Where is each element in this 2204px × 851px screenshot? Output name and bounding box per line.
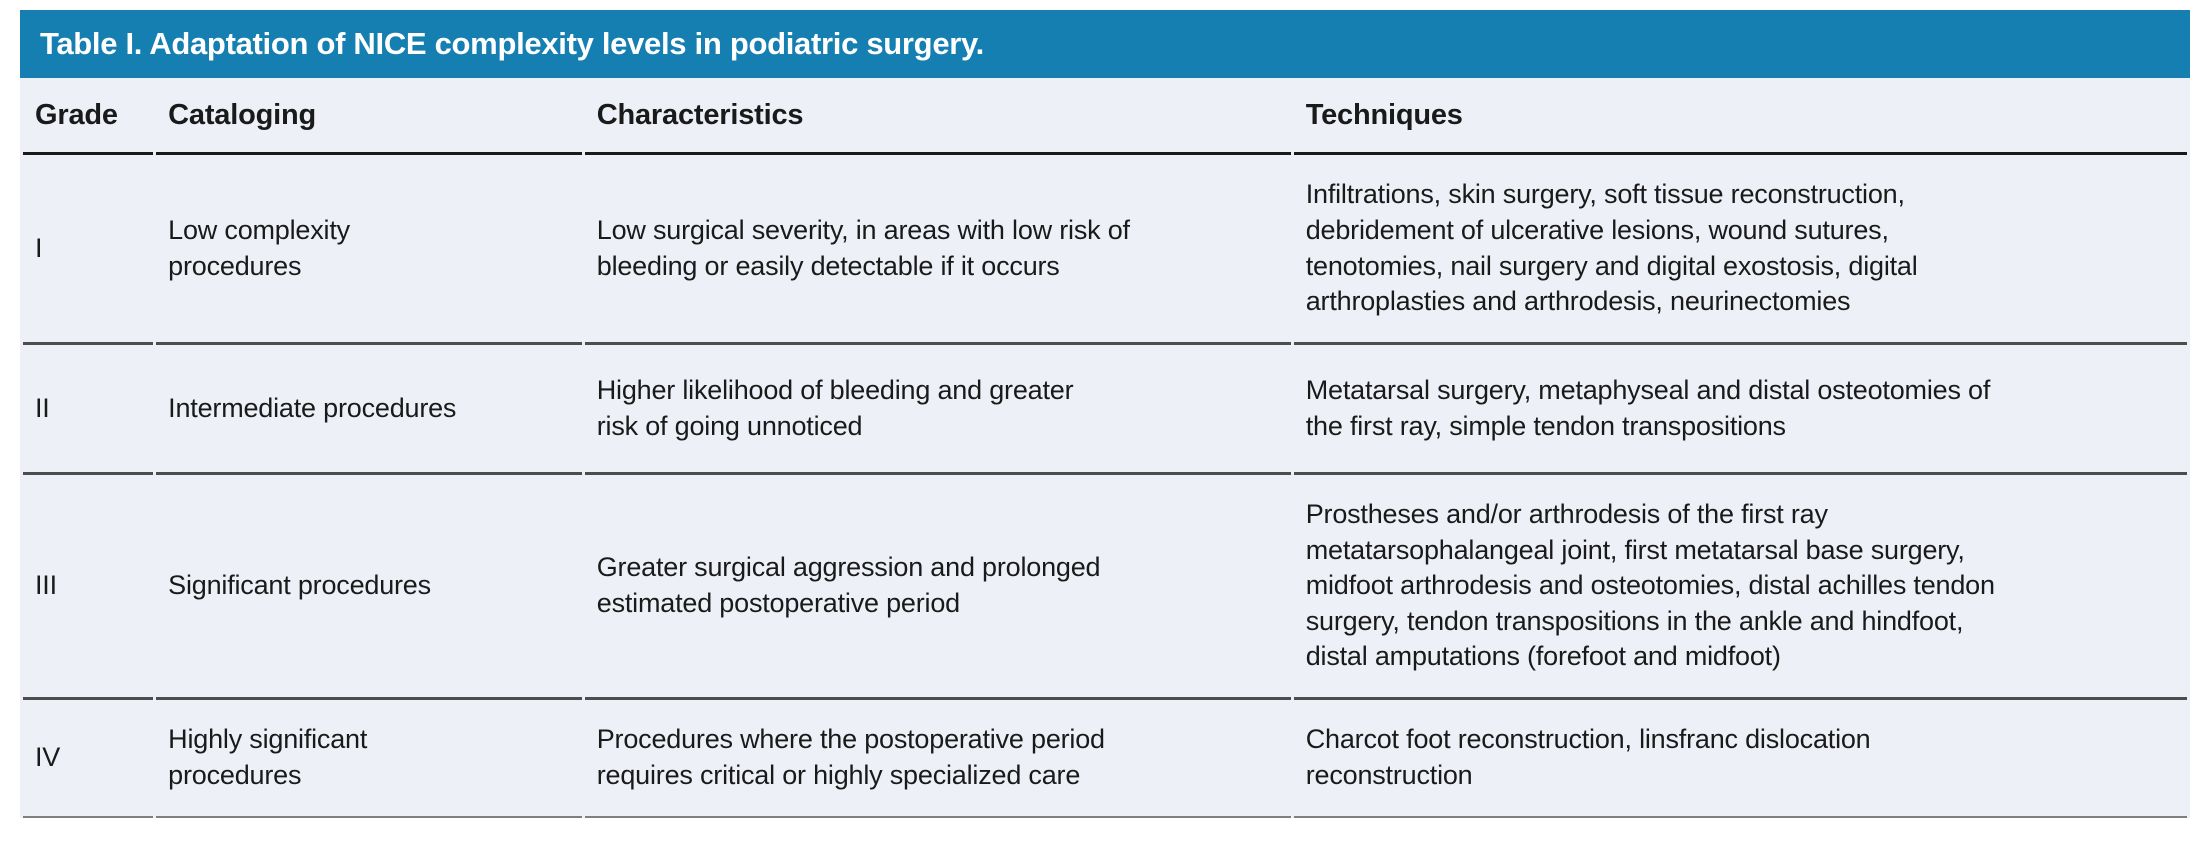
column-header-characteristics: Characteristics bbox=[584, 78, 1291, 155]
column-header-grade: Grade bbox=[23, 78, 154, 155]
table-container: Table I. Adaptation of NICE complexity l… bbox=[20, 10, 2190, 818]
table-header-row: Grade Cataloging Characteristics Techniq… bbox=[23, 78, 2187, 155]
cell-grade: IV bbox=[23, 700, 154, 818]
cell-techniques: Charcot foot reconstruction, linsfranc d… bbox=[1293, 700, 2187, 818]
table-title: Table I. Adaptation of NICE complexity l… bbox=[40, 26, 984, 61]
cell-grade: II bbox=[23, 345, 154, 475]
table-row: II Intermediate procedures Higher likeli… bbox=[23, 345, 2187, 475]
cell-characteristics: Low surgical severity, in areas with low… bbox=[584, 155, 1291, 345]
table-title-bar: Table I. Adaptation of NICE complexity l… bbox=[20, 10, 2190, 78]
table-row: I Low complexity procedures Low surgical… bbox=[23, 155, 2187, 345]
cell-characteristics: Procedures where the postoperative perio… bbox=[584, 700, 1291, 818]
cell-characteristics: Higher likelihood of bleeding and greate… bbox=[584, 345, 1291, 475]
table-row: IV Highly significant procedures Procedu… bbox=[23, 700, 2187, 818]
cell-grade: III bbox=[23, 475, 154, 700]
cell-cataloging: Intermediate procedures bbox=[156, 345, 582, 475]
column-header-cataloging: Cataloging bbox=[156, 78, 582, 155]
cell-cataloging: Low complexity procedures bbox=[156, 155, 582, 345]
cell-techniques: Infiltrations, skin surgery, soft tissue… bbox=[1293, 155, 2187, 345]
table-row: III Significant procedures Greater surgi… bbox=[23, 475, 2187, 700]
cell-techniques: Prostheses and/or arthrodesis of the fir… bbox=[1293, 475, 2187, 700]
column-header-techniques: Techniques bbox=[1293, 78, 2187, 155]
cell-grade: I bbox=[23, 155, 154, 345]
complexity-levels-table: Grade Cataloging Characteristics Techniq… bbox=[20, 78, 2190, 818]
cell-cataloging: Highly significant procedures bbox=[156, 700, 582, 818]
cell-techniques: Metatarsal surgery, metaphyseal and dist… bbox=[1293, 345, 2187, 475]
cell-characteristics: Greater surgical aggression and prolonge… bbox=[584, 475, 1291, 700]
cell-cataloging: Significant procedures bbox=[156, 475, 582, 700]
